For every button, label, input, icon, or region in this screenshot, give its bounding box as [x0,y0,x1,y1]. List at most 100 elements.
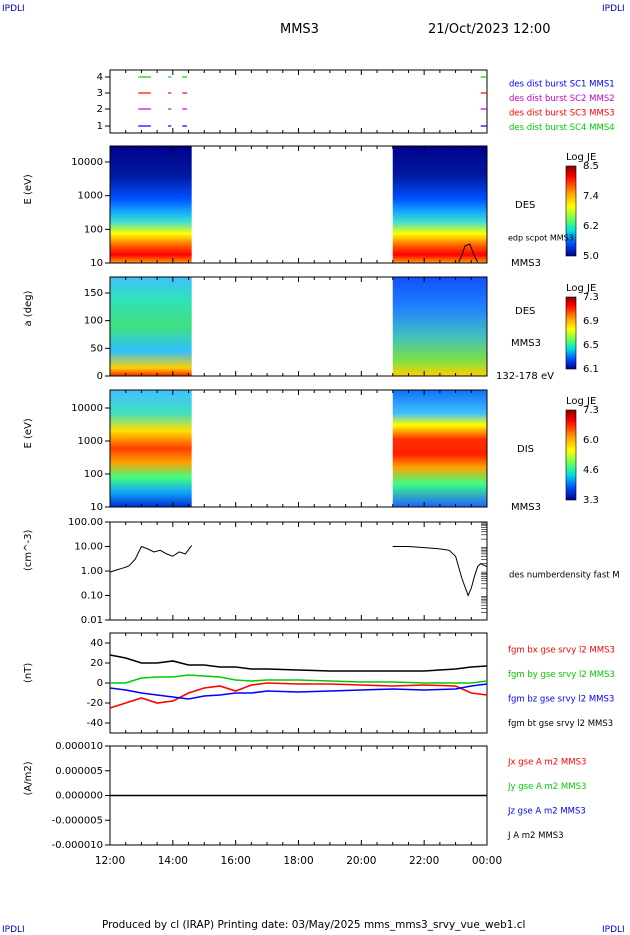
des-pitch-coverage-block [110,277,192,376]
scpot-trace [458,243,479,263]
des-energy-right-label: DES [515,200,535,211]
bfield-series-line [109,654,488,672]
corner-label-top-right: IPDLI [602,4,625,14]
dis-energy-coverage-block [392,390,487,507]
des-pitch-ylabel: a (deg) [23,290,34,326]
dis-energy-colorbar-tick: 3.3 [583,495,599,506]
dis-energy-y-tick-label: 10 [90,502,103,513]
bfield-series-line [109,682,488,709]
des-pitch-coverage-block [392,277,487,376]
burst-y-tick-label: 1 [97,121,103,132]
des-energy-coverage-block [110,146,192,263]
current-y-tick-label: 0.000010 [55,741,103,752]
des-pitch-right-label: 132-178 eV [496,371,554,382]
burst-y-tick-label: 3 [97,88,103,99]
des-energy-ylabel: E (eV) [23,174,34,204]
density-y-tick-label: 0.01 [81,615,103,626]
current-legend-entry: Jy gse A m2 MMS3 [507,782,586,792]
bfield-y-tick-label: -40 [87,718,103,729]
corner-label-bottom-left: IPDLI [2,925,25,935]
time-tick-label: 16:00 [221,855,251,867]
density-y-tick-label: 1.00 [81,566,103,577]
bfield-y-tick-label: 20 [90,658,103,669]
des-pitch-right-label: DES [515,306,535,317]
density-frame [109,521,488,621]
current-legend-entry: Jz gse A m2 MMS3 [507,807,586,817]
time-tick-label: 12:00 [95,855,125,867]
density-series-line [392,546,488,597]
des-energy-y-tick-label: 100 [84,224,103,235]
des-pitch-colorbar-tick: 6.5 [583,340,599,351]
mission-title: MMS3 [280,22,319,37]
dis-energy-y-tick-label: 10000 [71,403,103,414]
des-energy-y-tick-label: 1000 [78,191,103,202]
bfield-ylabel: (nT) [23,663,34,683]
time-tick-label: 20:00 [346,855,376,867]
des-energy-y-tick-label: 10000 [71,157,103,168]
density-y-tick-label: 0.10 [81,591,103,602]
corner-label-top-left: IPDLI [2,4,25,14]
dis-energy-colorbar [565,409,577,501]
des-energy-colorbar-title: Log JE [566,152,596,163]
dis-energy-colorbar-tick: 4.6 [583,465,599,476]
des-energy-colorbar [565,165,577,257]
current-ylabel: (A/m2) [23,761,34,795]
density-ylabel: (cm^-3) [23,530,34,571]
current-y-tick-label: 0.000000 [55,791,103,802]
footer-text: Produced by cl (IRAP) Printing date: 03/… [102,919,526,931]
des-pitch-colorbar [565,296,577,370]
burst-legend-entry: des dist burst SC3 MMS3 [509,109,615,119]
des-energy-colorbar-tick: 8.5 [583,161,599,172]
des-energy-colorbar-tick: 7.4 [583,191,599,202]
bfield-legend-entry: fgm bx gse srvy l2 MMS3 [508,646,615,656]
dis-energy-colorbar-tick: 6.0 [583,435,599,446]
date-time: 21/Oct/2023 12:00 [428,22,551,37]
burst-legend-entry: des dist burst SC2 MMS2 [509,94,615,104]
density-series-line [109,545,193,573]
bfield-series-line [109,683,488,700]
dis-energy-y-tick-label: 1000 [78,436,103,447]
current-legend-entry: J A m2 MMS3 [507,831,564,841]
des-pitch-colorbar-tick: 7.3 [583,292,599,303]
des-energy-coverage-block [392,146,487,263]
dis-energy-y-tick-label: 100 [84,469,103,480]
bfield-y-tick-label: 0 [97,678,103,689]
dis-energy-ylabel: E (eV) [23,418,34,448]
burst-legend-entry: des dist burst SC4 MMS4 [509,123,615,133]
des-energy-y-tick-label: 10 [90,258,103,269]
bfield-y-tick-label: -20 [87,698,103,709]
bfield-legend-entry: fgm by gse srvy l2 MMS3 [508,670,615,680]
current-y-tick-label: 0.000005 [55,766,103,777]
time-tick-label: 18:00 [283,855,313,867]
corner-label-bottom-right: IPDLI [602,925,625,935]
current-legend-entry: Jx gse A m2 MMS3 [507,758,586,768]
dis-energy-colorbar-tick: 7.3 [583,405,599,416]
dis-energy-coverage-block [110,390,192,507]
des-pitch-y-tick-label: 150 [84,288,103,299]
dis-energy-colorbar-title: Log JE [566,396,596,407]
des-energy-colorbar-tick: 5.0 [583,251,599,262]
des-energy-right-label: MMS3 [511,258,541,269]
des-pitch-colorbar-tick: 6.9 [583,316,599,327]
des-energy-right-label: edp scpot MMS3 [508,234,574,243]
time-tick-label: 14:00 [158,855,188,867]
burst-panel-frame [109,69,488,134]
des-pitch-y-tick-label: 50 [90,343,103,354]
bfield-y-tick-label: 40 [90,638,103,649]
des-energy-colorbar-tick: 6.2 [583,221,599,232]
burst-legend-entry: des dist burst SC1 MMS1 [509,80,615,90]
bfield-series-line [110,674,488,684]
bfield-legend-entry: fgm bz gse srvy l2 MMS3 [508,695,614,705]
burst-y-tick-label: 2 [97,104,103,115]
des-pitch-y-tick-label: 100 [84,316,103,327]
time-tick-label: 00:00 [472,855,502,867]
des-pitch-y-tick-label: 0 [97,371,103,382]
des-pitch-right-label: MMS3 [511,338,541,349]
time-tick-label: 22:00 [409,855,439,867]
dis-energy-right-label: MMS3 [511,502,541,513]
current-y-tick-label: -0.000010 [52,840,103,851]
density-y-tick-label: 10.00 [74,542,103,553]
current-y-tick-label: -0.000005 [52,815,103,826]
